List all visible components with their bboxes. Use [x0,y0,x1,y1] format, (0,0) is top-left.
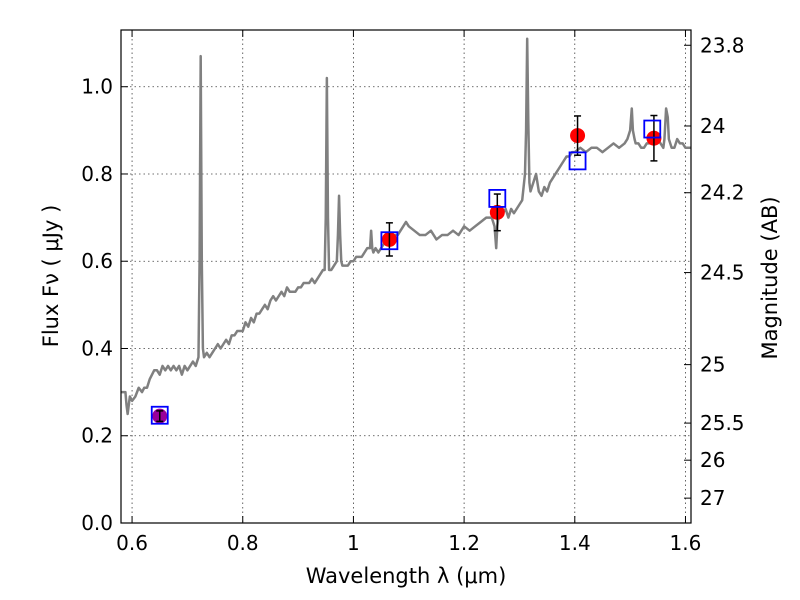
right-tick-label: 26 [700,448,725,472]
x-tick-label: 1.2 [448,531,480,555]
x-tick-label: 1.4 [559,531,591,555]
x-tick-label: 1.6 [670,531,702,555]
right-tick-label: 25.5 [700,411,745,435]
model-point [488,189,507,208]
right-tick-label: 23.8 [700,33,745,57]
model-point [568,151,587,171]
model-point [380,231,399,251]
spectrum-line [121,37,691,416]
right-tick-label: 25 [700,353,725,377]
axis-layer: 0.6 0.8 1 1.2 1.4 1.6 0.0 0.2 0.4 0.6 0.8 1.0 23.8 24… [81,30,745,555]
y-tick-label: 0.0 [81,511,113,535]
x-tick-label: 0.6 [116,531,148,555]
right-tick-label: 24.5 [700,261,745,285]
right-tick-label: 24.2 [700,181,745,205]
x-axis-label: Wavelength λ (μm) [306,564,507,588]
y-tick-label: 0.6 [81,249,113,273]
y-tick-label: 0.8 [81,162,113,186]
y-axis-label: Flux Fν ( μJy ) [39,205,63,348]
x-tick-label: 0.8 [227,531,259,555]
x-tick-label: 1 [347,531,360,555]
y-tick-label: 1.0 [81,75,113,99]
right-tick-label: 27 [700,486,725,510]
plot-frame [120,29,692,524]
grid-layer [121,30,691,524]
model-point [643,119,662,139]
y-tick-label: 0.4 [81,336,113,360]
right-axis-label: Magnitude (AB) [758,196,782,359]
plot-layer [121,37,691,425]
model-point [150,405,169,425]
y-tick-label: 0.2 [81,424,113,448]
right-tick-label: 24 [700,114,725,138]
